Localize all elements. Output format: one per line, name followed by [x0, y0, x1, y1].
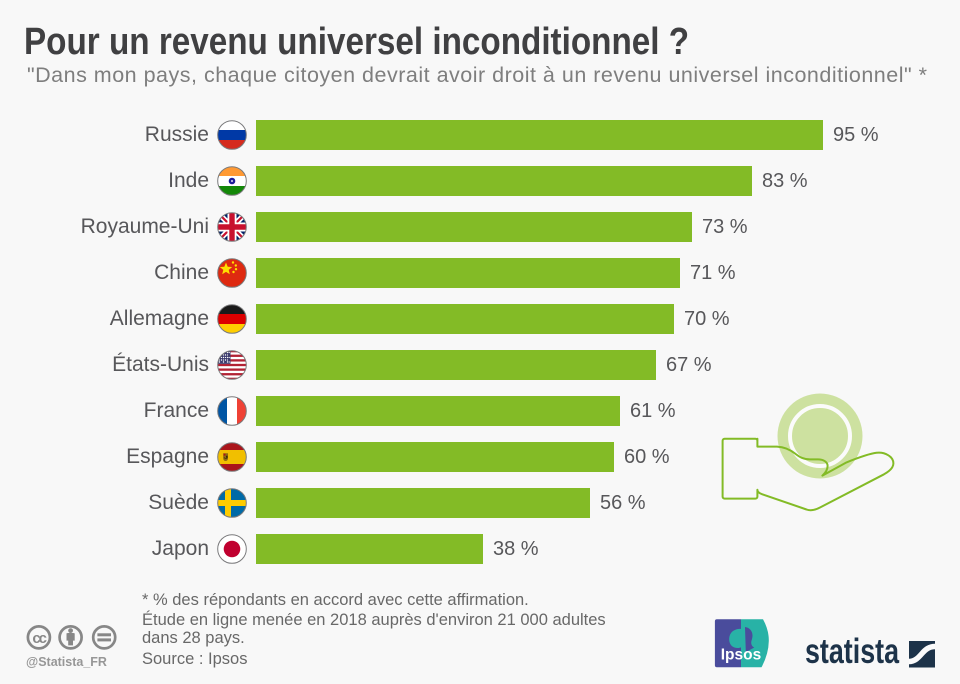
svg-text:Ipsos: Ipsos: [721, 647, 761, 664]
svg-text:cc: cc: [32, 630, 46, 647]
